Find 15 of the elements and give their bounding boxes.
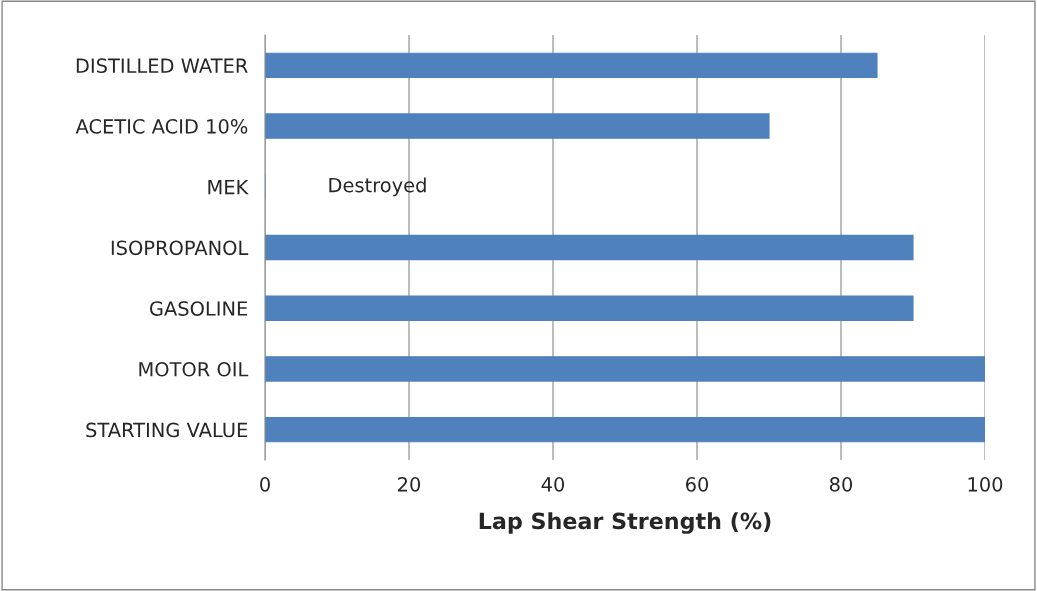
- x-tick-label: 20: [398, 477, 421, 492]
- x-axis-title: Lap Shear Strength (%): [479, 512, 771, 534]
- x-tick-label: 80: [829, 477, 853, 492]
- y-tick-label: STARTING VALUE: [86, 422, 248, 438]
- y-tick-label: GASOLINE: [150, 301, 248, 316]
- y-tick-label: ISOPROPANOL: [111, 240, 249, 256]
- y-tick-label: MEK: [208, 180, 249, 195]
- x-tick-label: 0: [260, 477, 270, 492]
- y-tick-label: ACETIC ACID 10%: [75, 119, 248, 134]
- x-tick-label: 60: [685, 477, 709, 492]
- y-tick-label: DISTILLED WATER: [76, 58, 248, 74]
- x-tick-label: 40: [541, 477, 565, 492]
- annotation: Destroyed: [329, 177, 426, 197]
- x-tick-label: 100: [968, 477, 1003, 492]
- y-tick-label: MOTOR OIL: [139, 361, 249, 377]
